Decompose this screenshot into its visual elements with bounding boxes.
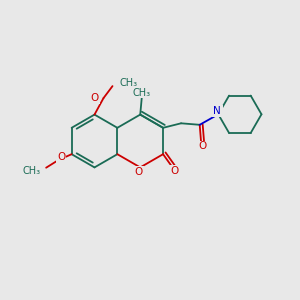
- Text: CH₃: CH₃: [120, 78, 138, 88]
- Text: N: N: [213, 106, 221, 116]
- Text: O: O: [57, 152, 65, 162]
- Text: CH₃: CH₃: [133, 88, 151, 98]
- Text: N: N: [214, 106, 222, 116]
- Text: O: O: [199, 141, 207, 152]
- Text: O: O: [135, 167, 143, 177]
- Text: O: O: [170, 166, 178, 176]
- Text: O: O: [91, 93, 99, 103]
- Text: CH₃: CH₃: [22, 166, 40, 176]
